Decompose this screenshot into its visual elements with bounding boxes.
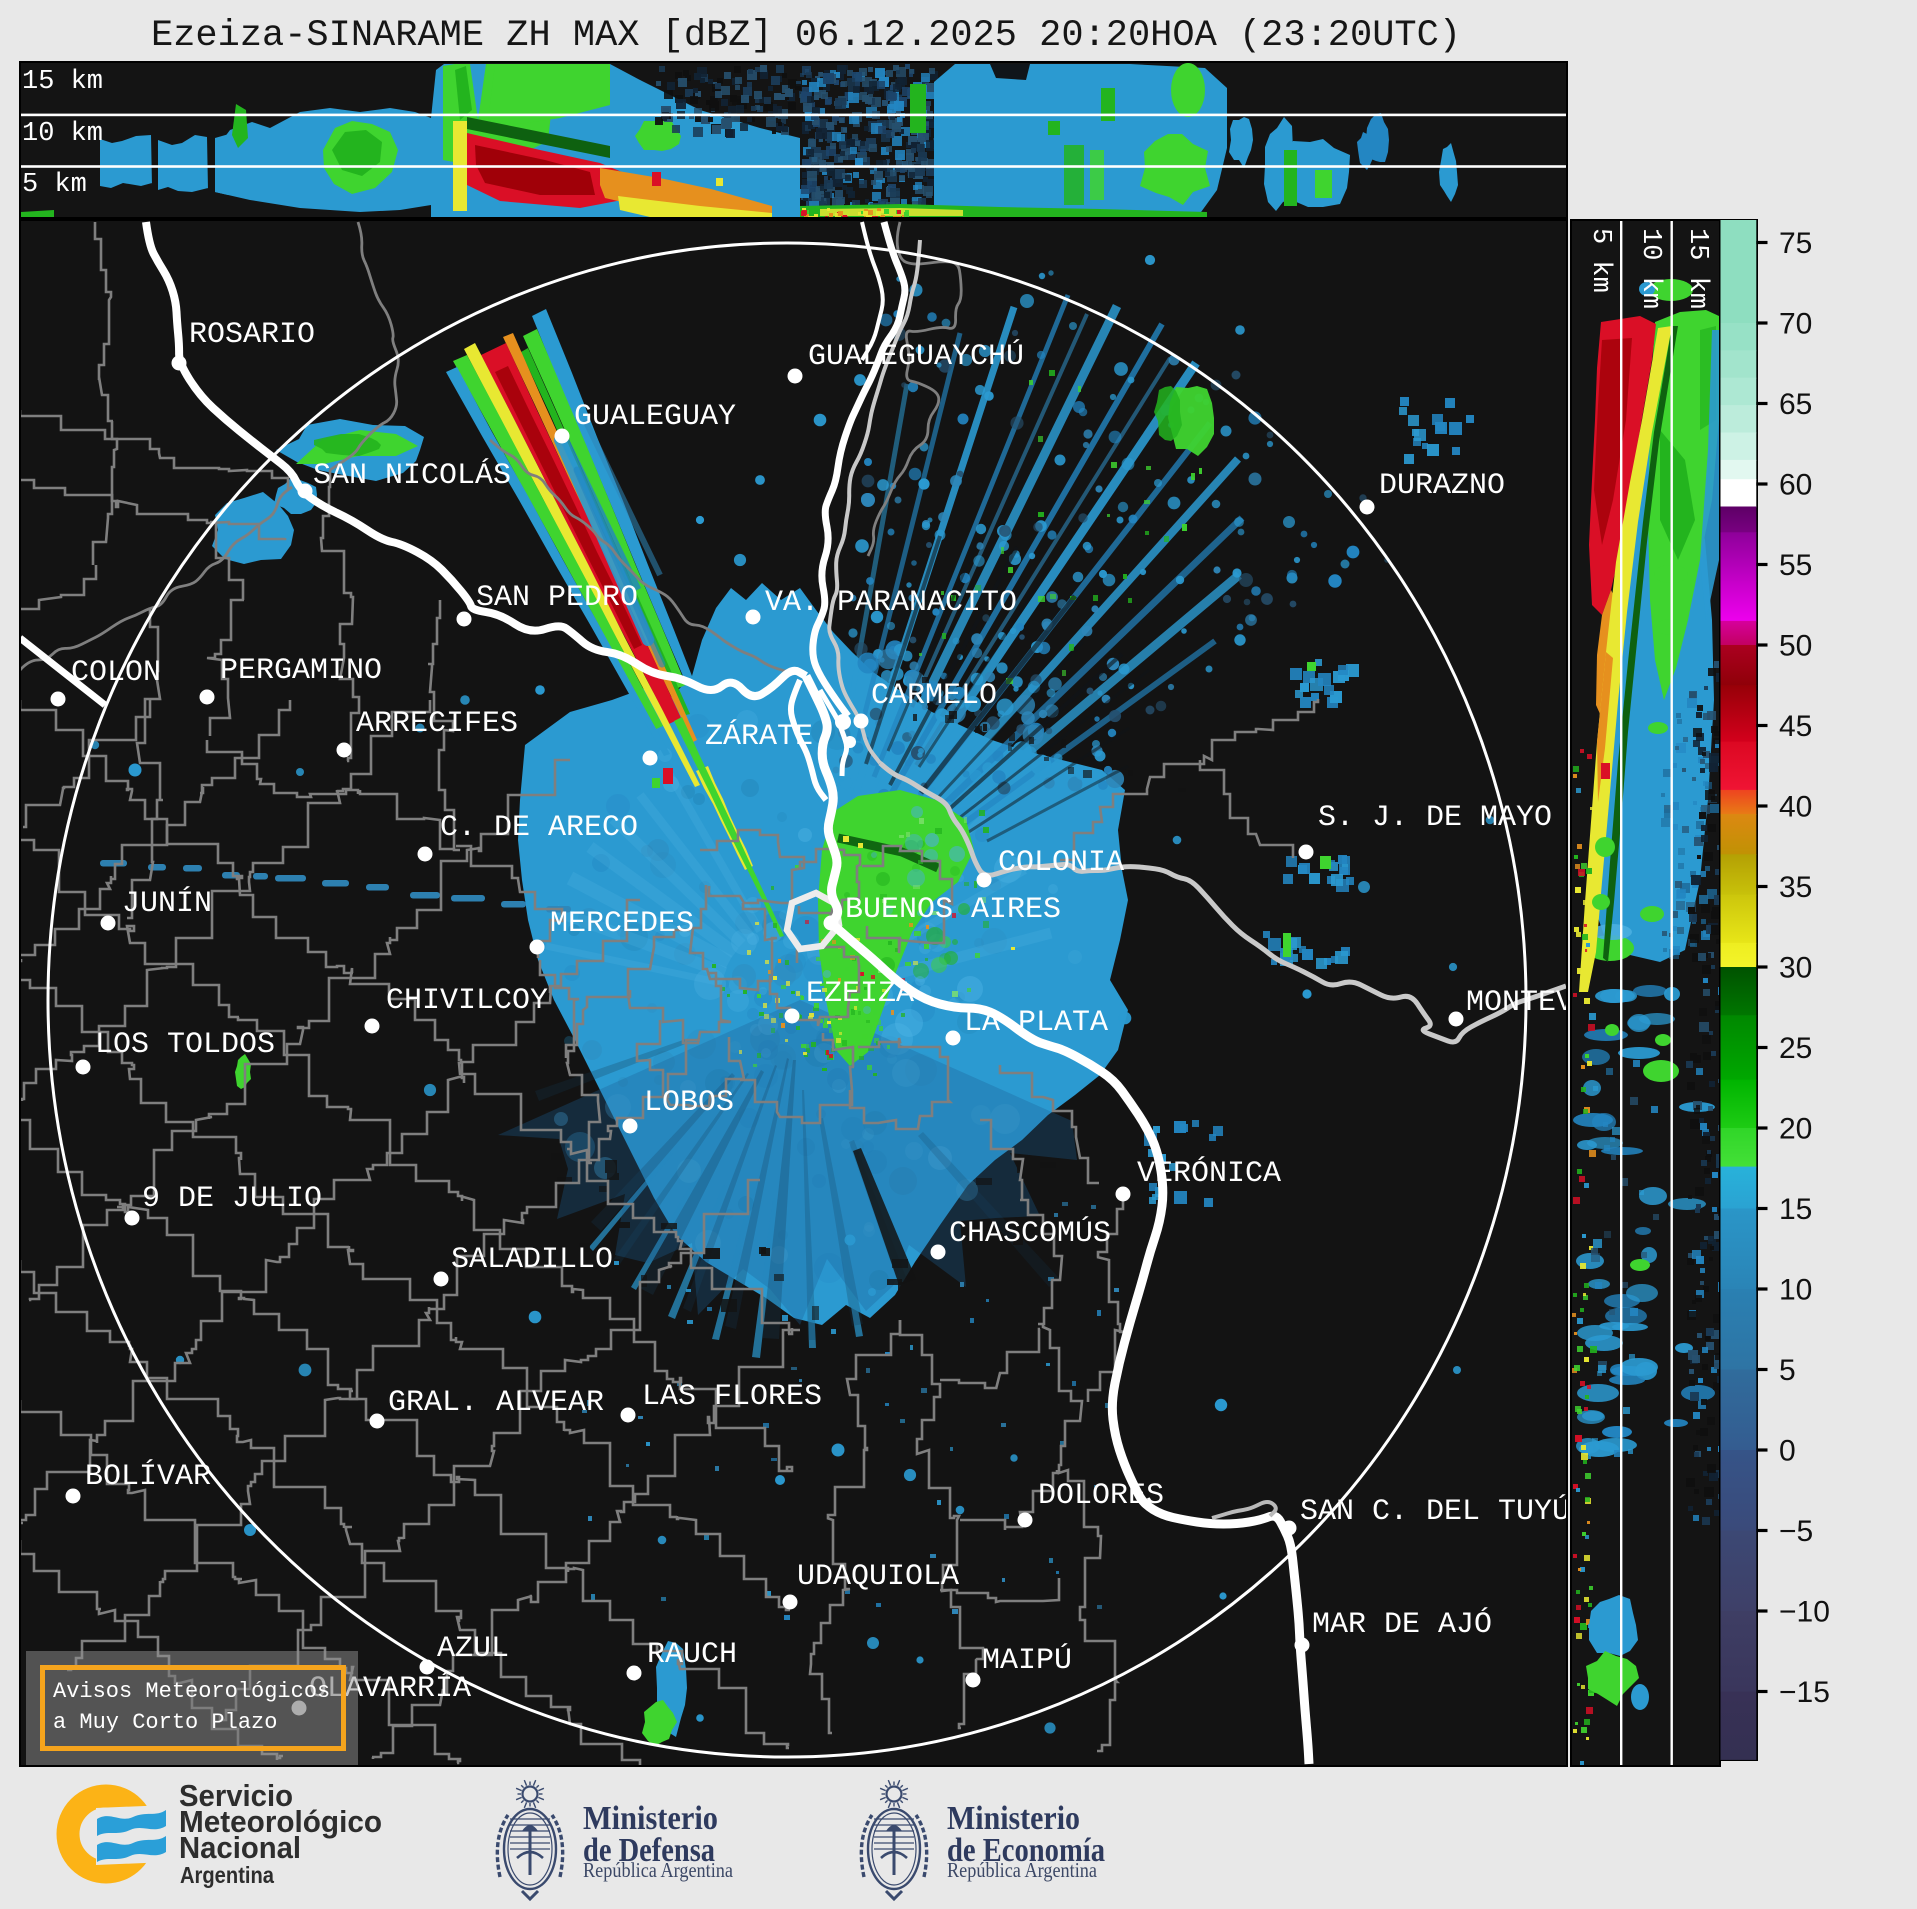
svg-text:−5: −5 [1779,1515,1813,1548]
svg-text:15 km: 15 km [22,67,103,97]
svg-text:9 DE JULIO: 9 DE JULIO [142,1182,322,1216]
svg-text:CHIVILCOY: CHIVILCOY [386,984,548,1018]
svg-text:VERÓNICA: VERÓNICA [1137,1156,1281,1191]
svg-text:VA. PARANACITO: VA. PARANACITO [765,586,1017,620]
svg-text:5 km: 5 km [1585,228,1615,293]
svg-text:SAN PEDRO: SAN PEDRO [476,581,638,615]
svg-text:RAUCH: RAUCH [647,1638,737,1672]
svg-text:CHASCOMÚS: CHASCOMÚS [949,1216,1111,1251]
svg-text:70: 70 [1779,308,1812,341]
svg-text:MAIPÚ: MAIPÚ [982,1643,1072,1678]
svg-text:DURAZNO: DURAZNO [1379,469,1505,503]
svg-text:LA PLATA: LA PLATA [964,1006,1108,1040]
svg-text:C. DE ARECO: C. DE ARECO [440,811,638,845]
svg-text:Ministerio: Ministerio [947,1800,1080,1837]
svg-text:75: 75 [1779,227,1812,260]
svg-text:15: 15 [1779,1193,1812,1226]
svg-text:S. J. DE MAYO: S. J. DE MAYO [1318,801,1552,835]
svg-text:JUNÍN: JUNÍN [122,886,212,921]
svg-text:de Defensa: de Defensa [583,1832,715,1869]
svg-text:de Economía: de Economía [947,1832,1105,1869]
svg-text:ARRECIFES: ARRECIFES [356,707,518,741]
svg-text:10 km: 10 km [22,119,103,149]
svg-text:SAN C. DEL TUYÚ: SAN C. DEL TUYÚ [1300,1494,1566,1529]
svg-text:ZÁRATE: ZÁRATE [705,719,813,754]
svg-text:25: 25 [1779,1032,1812,1065]
svg-text:BOLÍVAR: BOLÍVAR [85,1459,211,1494]
svg-text:GUALEGUAY: GUALEGUAY [574,400,736,434]
svg-text:50: 50 [1779,630,1812,663]
svg-text:AZUL: AZUL [437,1632,509,1666]
svg-text:35: 35 [1779,871,1812,904]
svg-text:65: 65 [1779,388,1812,421]
svg-text:SALADILLO: SALADILLO [451,1243,613,1277]
svg-text:20: 20 [1779,1113,1812,1146]
svg-text:Meteorológico: Meteorológico [179,1804,382,1839]
svg-text:LAS FLORES: LAS FLORES [642,1380,822,1414]
svg-text:GUALEGUAYCHÚ: GUALEGUAYCHÚ [808,339,1024,374]
svg-text:60: 60 [1779,469,1812,502]
svg-text:Ministerio: Ministerio [583,1800,718,1837]
svg-text:Argentina: Argentina [180,1862,274,1888]
svg-text:40: 40 [1779,791,1812,824]
svg-text:MONTEVIDEO: MONTEVIDEO [1466,986,1566,1020]
svg-text:EZEIZA: EZEIZA [806,977,914,1011]
svg-text:LOS TOLDOS: LOS TOLDOS [95,1028,275,1062]
svg-text:MAR DE AJÓ: MAR DE AJÓ [1312,1607,1492,1642]
svg-text:DOLORES: DOLORES [1038,1479,1164,1513]
svg-text:BUENOS AIRES: BUENOS AIRES [845,893,1061,927]
svg-text:República Argentina: República Argentina [583,1858,734,1882]
svg-text:GRAL. ALVEAR: GRAL. ALVEAR [388,1386,604,1420]
svg-text:MERCEDES: MERCEDES [550,907,694,941]
svg-text:COLON: COLON [71,656,161,690]
svg-text:15 km: 15 km [1682,228,1712,309]
svg-text:45: 45 [1779,710,1812,743]
svg-text:5 km: 5 km [22,170,87,200]
svg-text:ROSARIO: ROSARIO [189,318,315,352]
svg-text:10 km: 10 km [1635,228,1665,309]
svg-text:−15: −15 [1779,1676,1830,1709]
svg-text:0: 0 [1779,1435,1796,1468]
svg-text:LOBOS: LOBOS [644,1086,734,1120]
svg-text:CARMELO: CARMELO [871,679,997,713]
svg-text:Servicio: Servicio [179,1778,293,1813]
svg-text:PERGAMINO: PERGAMINO [220,654,382,688]
svg-text:30: 30 [1779,952,1812,985]
svg-text:55: 55 [1779,549,1812,582]
svg-text:5: 5 [1779,1354,1796,1387]
svg-text:Nacional: Nacional [179,1830,301,1865]
svg-text:−10: −10 [1779,1596,1830,1629]
svg-text:10: 10 [1779,1274,1812,1307]
svg-text:República Argentina: República Argentina [947,1858,1098,1882]
svg-text:COLONIA: COLONIA [998,846,1124,880]
svg-text:SAN NICOLÁS: SAN NICOLÁS [313,458,511,493]
svg-text:UDAQUIOLA: UDAQUIOLA [797,1560,959,1594]
